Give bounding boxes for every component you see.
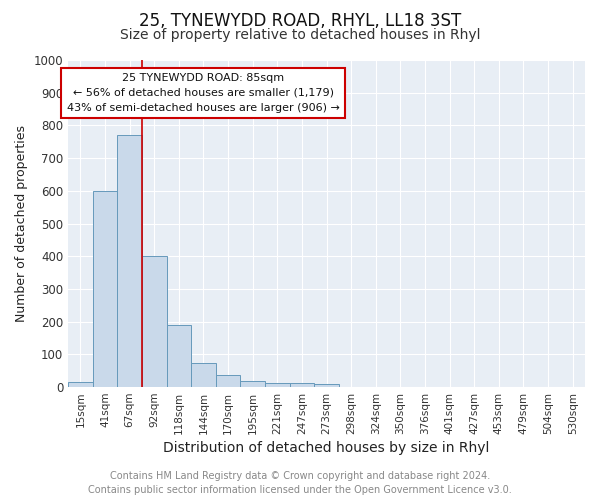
Bar (117, 135, 142, 387)
Bar (68, 382, 92, 387)
Text: 25, TYNEWYDD ROAD, RHYL, LL18 3ST: 25, TYNEWYDD ROAD, RHYL, LL18 3ST (139, 12, 461, 30)
Bar (290, 383, 314, 387)
Bar (265, 383, 290, 387)
Bar (191, 362, 216, 387)
Text: 25 TYNEWYDD ROAD: 85sqm
← 56% of detached houses are smaller (1,179)
43% of semi: 25 TYNEWYDD ROAD: 85sqm ← 56% of detache… (67, 73, 340, 112)
Y-axis label: Number of detached properties: Number of detached properties (15, 125, 28, 322)
Bar (142, 256, 167, 387)
Bar (241, 381, 265, 387)
Bar (216, 374, 241, 387)
X-axis label: Distribution of detached houses by size in Rhyl: Distribution of detached houses by size … (163, 441, 490, 455)
Bar (92, 191, 117, 387)
Text: Size of property relative to detached houses in Rhyl: Size of property relative to detached ho… (120, 28, 480, 42)
Bar (167, 325, 191, 387)
Bar (314, 384, 339, 387)
Text: Contains HM Land Registry data © Crown copyright and database right 2024.
Contai: Contains HM Land Registry data © Crown c… (88, 471, 512, 495)
